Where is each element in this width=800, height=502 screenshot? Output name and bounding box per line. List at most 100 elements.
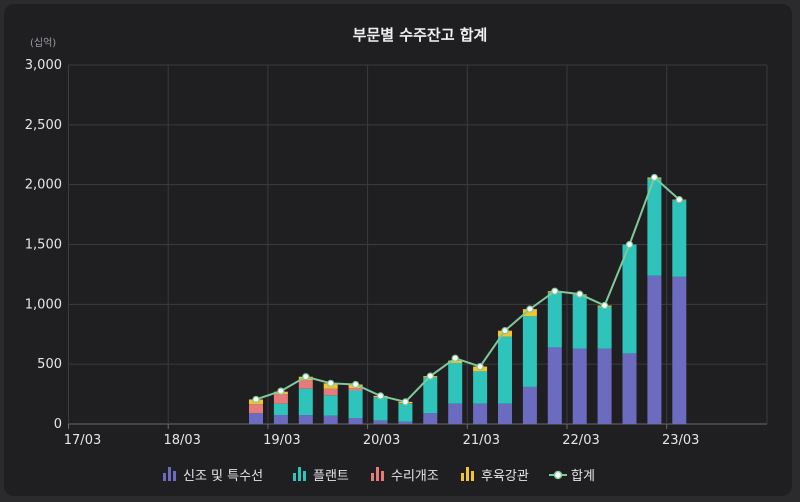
- chart-title: 부문별 수주잔고 합계: [353, 26, 488, 44]
- bars: [249, 177, 687, 424]
- legend-item-1[interactable]: 플랜트: [293, 467, 349, 484]
- x-tick-label: 22/03: [562, 433, 599, 448]
- bar-segment-0[interactable]: [249, 413, 263, 424]
- legend-item-2[interactable]: 수리개조: [371, 467, 439, 484]
- bar-segment-1[interactable]: [622, 244, 637, 354]
- bar-segment-1[interactable]: [647, 178, 662, 276]
- legend-swatch: [553, 470, 563, 480]
- bar-segment-1[interactable]: [273, 403, 288, 416]
- y-tick-label: 2,000: [25, 178, 62, 193]
- bar-segment-0[interactable]: [348, 418, 363, 424]
- bar-segment-0[interactable]: [522, 386, 537, 424]
- bar-segment-0[interactable]: [423, 413, 438, 424]
- bar-segment-0[interactable]: [672, 276, 687, 424]
- total-point[interactable]: [551, 287, 559, 295]
- x-tick-label: 17/03: [64, 433, 101, 448]
- x-axis: 17/03 18/03 19/03 20/03 21/03 22/03 23/03: [64, 433, 700, 448]
- total-point[interactable]: [501, 327, 509, 335]
- total-point[interactable]: [476, 362, 484, 371]
- y-axis: 0 500 1,000 1,500 2,000 2,500 3,000: [25, 58, 62, 432]
- bar-segment-1[interactable]: [597, 306, 612, 349]
- bar-segment-0[interactable]: [448, 403, 463, 424]
- legend[interactable]: 신조 및 특수선 플랜트 수리개조 후육강관 합계: [163, 467, 595, 484]
- bar-segment-0[interactable]: [273, 415, 288, 424]
- total-point[interactable]: [401, 398, 409, 406]
- legend-swatch: [376, 467, 379, 481]
- total-point[interactable]: [277, 387, 285, 395]
- bar-segment-1[interactable]: [672, 200, 687, 277]
- bar-segment-1[interactable]: [448, 362, 463, 404]
- bar-segment-0[interactable]: [373, 420, 388, 424]
- legend-swatch: [461, 473, 464, 481]
- bar-segment-0[interactable]: [647, 275, 662, 424]
- legend-swatch: [303, 471, 306, 481]
- bar-segment-0[interactable]: [498, 403, 512, 424]
- total-point[interactable]: [526, 305, 534, 313]
- bar-segment-1[interactable]: [423, 377, 438, 414]
- legend-label: 합계: [571, 469, 595, 484]
- bar-segment-2[interactable]: [298, 380, 313, 389]
- bar-segment-0[interactable]: [398, 421, 413, 424]
- total-point[interactable]: [352, 380, 360, 389]
- legend-item-4[interactable]: 합계: [549, 469, 595, 484]
- legend-item-3[interactable]: 후육강관: [461, 467, 529, 484]
- bar-segment-1[interactable]: [348, 390, 363, 419]
- bar-segment-0[interactable]: [572, 348, 587, 424]
- legend-swatch: [298, 467, 301, 481]
- total-point[interactable]: [650, 173, 659, 182]
- legend-swatch: [173, 471, 176, 481]
- total-point[interactable]: [252, 395, 260, 404]
- bar-segment-1[interactable]: [473, 371, 488, 404]
- legend-label: 후육강관: [481, 469, 529, 484]
- legend-swatch: [163, 473, 166, 481]
- y-tick-label: 3,000: [25, 58, 62, 73]
- total-point[interactable]: [600, 301, 609, 310]
- total-point[interactable]: [426, 372, 434, 380]
- bar-segment-2[interactable]: [273, 394, 288, 404]
- bar-segment-1[interactable]: [398, 403, 413, 422]
- total-point[interactable]: [302, 373, 310, 381]
- bar-segment-2[interactable]: [249, 404, 263, 414]
- bar-segment-1[interactable]: [547, 292, 562, 348]
- bar-segment-2[interactable]: [348, 388, 363, 391]
- bar-segment-0[interactable]: [323, 415, 338, 424]
- bar-segment-0[interactable]: [547, 347, 562, 424]
- legend-swatch: [293, 473, 296, 481]
- bar-segment-0[interactable]: [597, 348, 612, 424]
- legend-swatch: [168, 467, 171, 481]
- legend-swatch: [466, 467, 469, 481]
- y-tick-label: 2,500: [25, 118, 62, 133]
- bar-segment-1[interactable]: [522, 316, 537, 387]
- legend-swatch: [381, 471, 384, 481]
- legend-swatch: [371, 473, 374, 481]
- total-point[interactable]: [576, 290, 584, 298]
- total-point[interactable]: [327, 379, 335, 387]
- bar-segment-1[interactable]: [323, 395, 338, 416]
- bar-segment-0[interactable]: [622, 353, 637, 424]
- bar-segment-1[interactable]: [298, 388, 313, 416]
- unit-label: (십억): [30, 37, 56, 49]
- total-line: [255, 175, 680, 403]
- legend-label: 신조 및 특수선: [183, 469, 263, 484]
- total-point[interactable]: [376, 392, 385, 400]
- total-point[interactable]: [675, 196, 683, 204]
- total-point[interactable]: [625, 240, 634, 249]
- x-tick-label: 20/03: [363, 433, 400, 448]
- y-tick-label: 500: [37, 357, 62, 372]
- bar-segment-1[interactable]: [373, 397, 388, 421]
- y-tick-label: 0: [54, 417, 62, 432]
- legend-swatch: [471, 471, 474, 481]
- x-tick-label: 21/03: [463, 433, 500, 448]
- bar-segment-0[interactable]: [298, 415, 313, 424]
- legend-item-0[interactable]: 신조 및 특수선: [163, 467, 263, 484]
- bar-segment-1[interactable]: [572, 294, 587, 349]
- total-point[interactable]: [451, 354, 459, 362]
- x-tick-label: 23/03: [662, 433, 699, 448]
- bar-segment-0[interactable]: [473, 403, 488, 424]
- x-tick-label: 19/03: [263, 433, 300, 448]
- y-tick-label: 1,500: [25, 238, 62, 253]
- x-tick-label: 18/03: [163, 433, 200, 448]
- bar-segment-2[interactable]: [323, 388, 338, 396]
- bar-segment-1[interactable]: [498, 336, 512, 404]
